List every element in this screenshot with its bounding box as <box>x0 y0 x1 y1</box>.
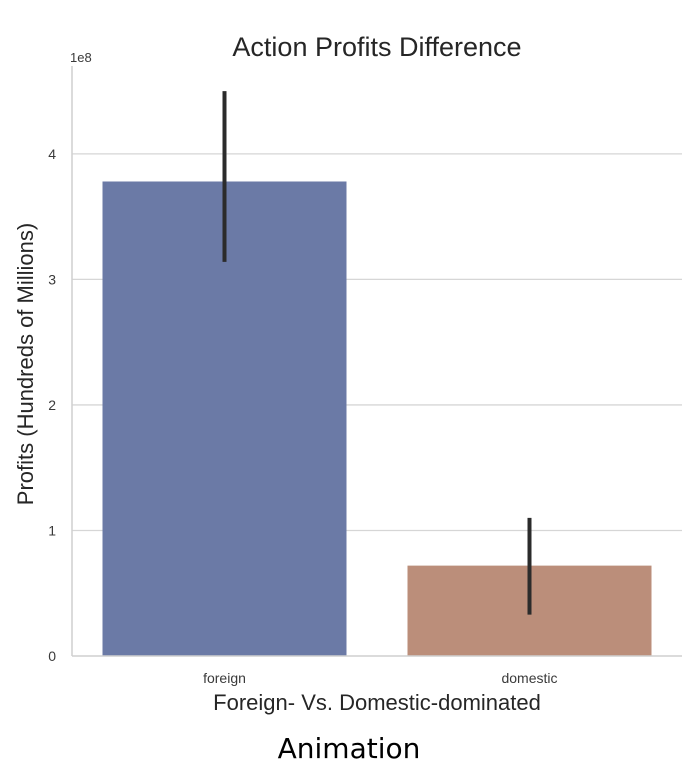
x-axis-label: Foreign- Vs. Domestic-dominated <box>213 690 541 715</box>
error-bars <box>222 91 532 615</box>
figure-caption: Animation <box>277 732 421 765</box>
x-tick-labels: foreign domestic <box>203 670 557 686</box>
y-axis-label: Profits (Hundreds of Millions) <box>13 223 38 505</box>
y-tick-label-1: 1 <box>48 522 56 538</box>
y-tick-labels: 0 1 2 3 4 <box>48 146 56 664</box>
x-tick-label-foreign: foreign <box>203 670 246 686</box>
x-tick-label-domestic: domestic <box>501 670 557 686</box>
y-tick-label-4: 4 <box>48 146 56 162</box>
bar-chart: 0 1 2 3 4 foreign domestic 1e8 Action Profits… <box>13 32 682 715</box>
y-tick-label-2: 2 <box>48 397 56 413</box>
y-tick-label-3: 3 <box>48 271 56 287</box>
y-offset-label: 1e8 <box>70 50 92 65</box>
bars <box>102 181 652 656</box>
y-tick-label-0: 0 <box>48 648 56 664</box>
chart-title: Action Profits Difference <box>232 32 521 62</box>
